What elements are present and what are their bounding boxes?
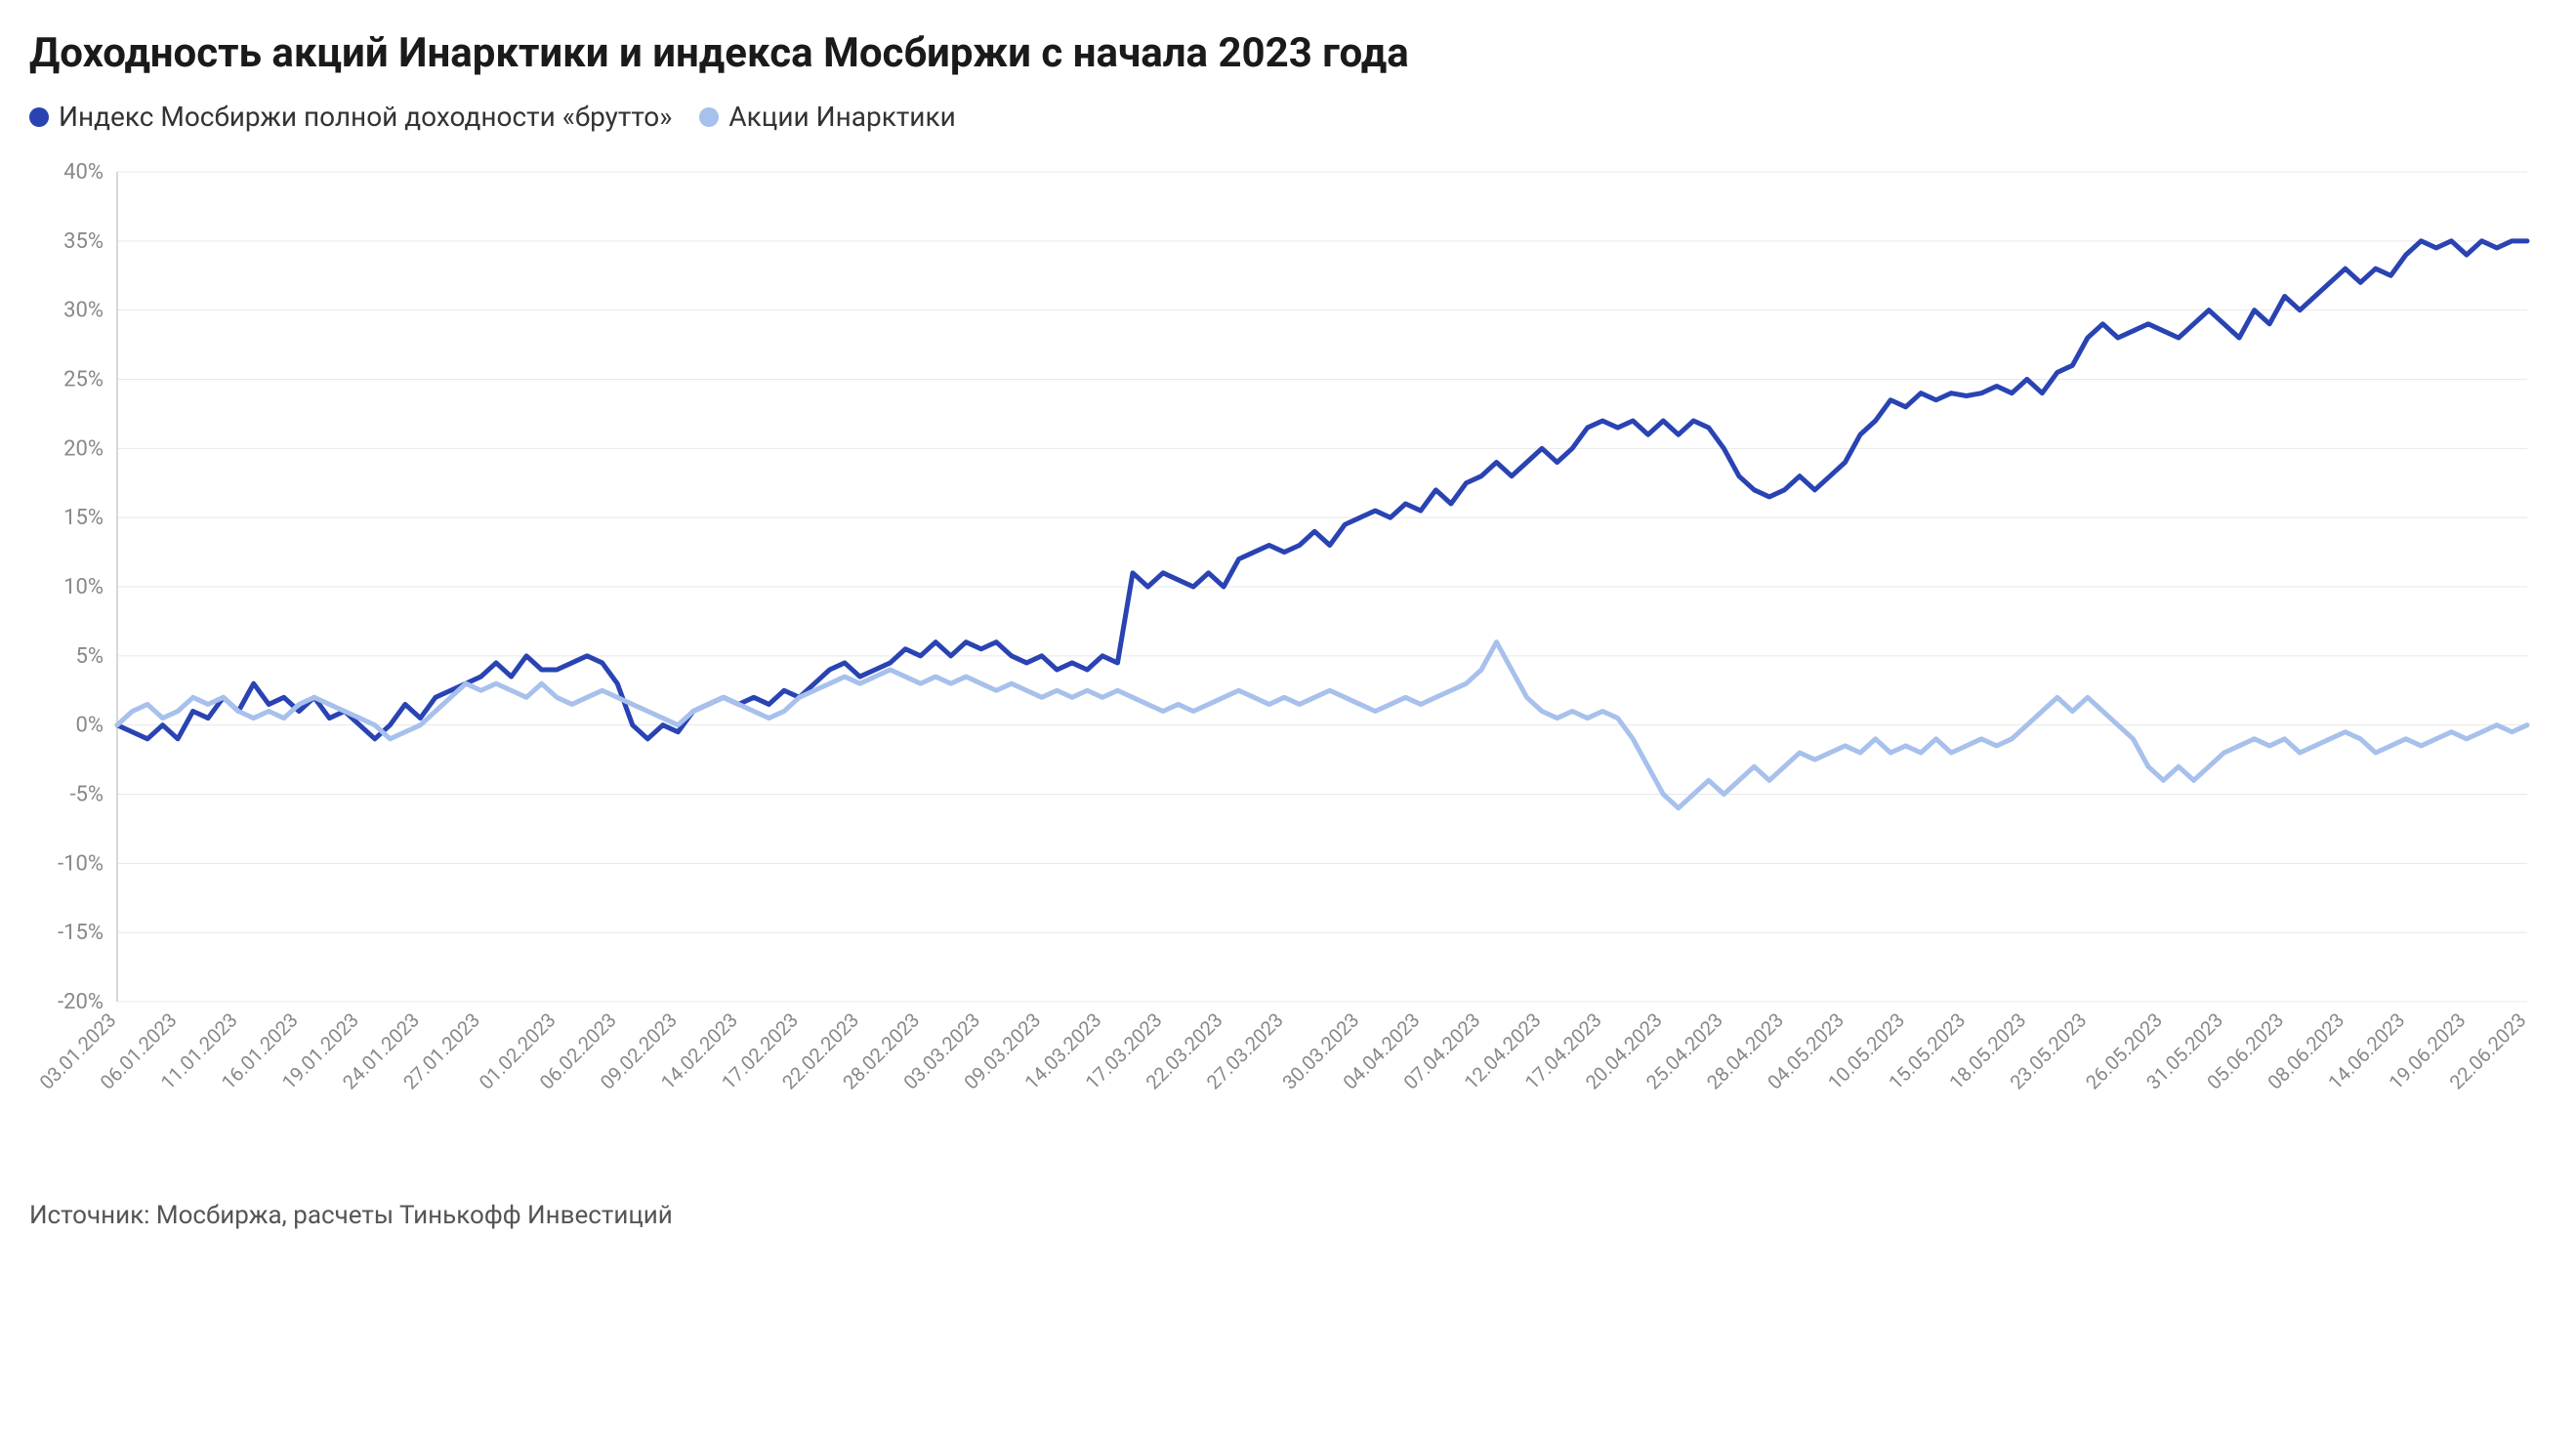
svg-text:20%: 20% [63,436,104,461]
legend-item: Индекс Мосбиржи полной доходности «брутт… [29,101,672,133]
series-line [117,241,2527,739]
legend-label: Акции Инарктики [728,101,955,133]
svg-text:40%: 40% [63,160,104,185]
chart-legend: Индекс Мосбиржи полной доходности «брутт… [29,101,2547,133]
svg-text:10%: 10% [63,575,104,599]
svg-text:-5%: -5% [69,783,104,807]
legend-item: Акции Инарктики [699,101,955,133]
legend-label: Индекс Мосбиржи полной доходности «брутт… [59,101,672,133]
chart-container: -20% -15% -10% -5% 0% 5% 10% 15% 20% 25% 30% 35% 40%… [29,152,2547,1177]
svg-text:-15%: -15% [58,921,104,945]
chart-source: Источник: Мосбиржа, расчеты Тинькофф Инв… [29,1201,2547,1230]
legend-swatch [29,107,49,127]
svg-text:0%: 0% [76,714,104,738]
line-chart: -20% -15% -10% -5% 0% 5% 10% 15% 20% 25% 30% 35% 40%… [29,152,2547,1177]
legend-swatch [699,107,719,127]
svg-text:-10%: -10% [58,851,104,876]
svg-text:30%: 30% [63,299,104,323]
svg-text:25%: 25% [63,368,104,392]
svg-text:35%: 35% [63,229,104,254]
chart-title: Доходность акций Инарктики и индекса Мос… [29,29,2547,77]
svg-text:-20%: -20% [58,990,104,1014]
svg-text:15%: 15% [63,506,104,530]
svg-text:5%: 5% [76,644,104,669]
